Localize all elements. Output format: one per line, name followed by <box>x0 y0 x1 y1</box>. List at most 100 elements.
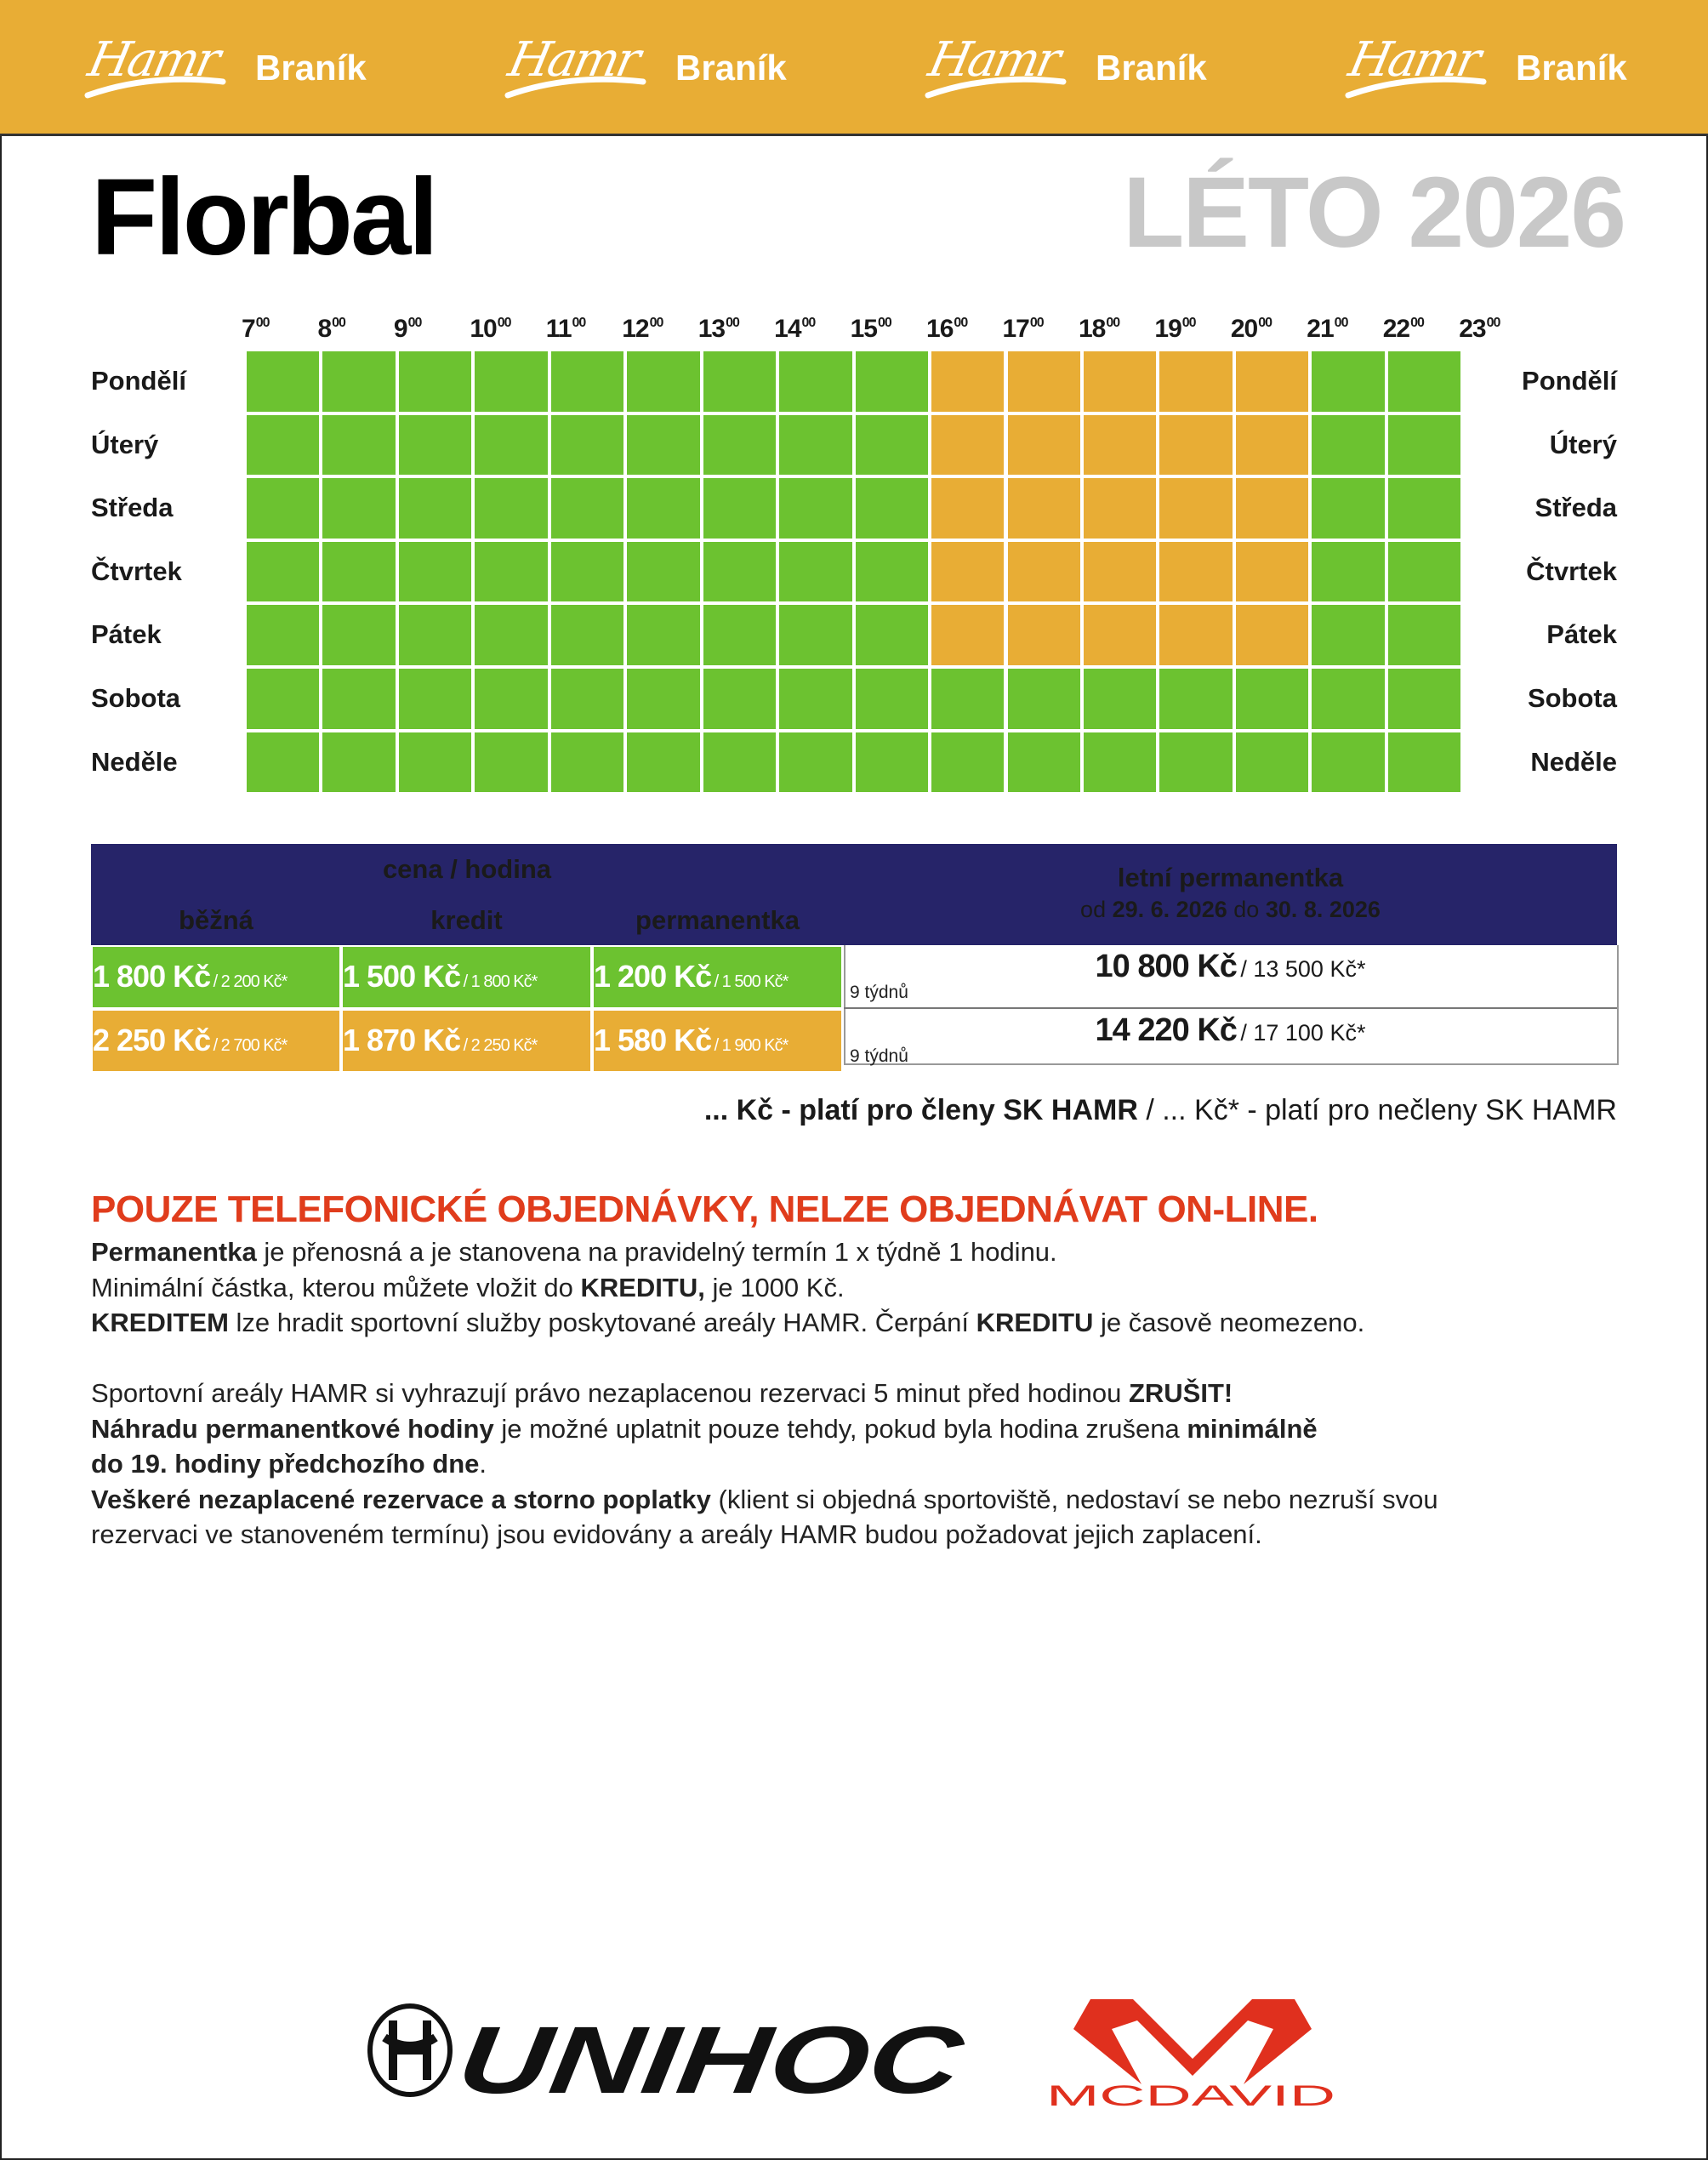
standard-slot <box>245 476 322 540</box>
standard-slot <box>1081 667 1159 731</box>
day-label: Neděle <box>91 746 178 777</box>
summer-pass-title: letní permanentka <box>1117 863 1344 892</box>
standard-slot <box>777 350 854 413</box>
standard-slot <box>473 413 549 477</box>
standard-slot <box>930 667 1006 731</box>
standard-slot <box>1386 603 1463 667</box>
standard-slot <box>1386 730 1463 795</box>
peak-slot <box>1158 413 1234 477</box>
hour-label: 1800 <box>1078 315 1120 343</box>
info-line: Permanentka je přenosná a je stanovena n… <box>91 1237 1057 1267</box>
peak-slot <box>1158 476 1234 540</box>
standard-slot <box>777 667 854 731</box>
peak-slot <box>1233 350 1311 413</box>
standard-slot <box>701 730 778 795</box>
price-cell: 1 800 Kč / 2 200 Kč* <box>91 945 341 1009</box>
standard-slot <box>625 476 702 540</box>
standard-slot <box>473 350 549 413</box>
standard-slot <box>396 350 474 413</box>
member-note: ... Kč - platí pro členy SK HAMR <box>703 1094 1138 1126</box>
peak-slot <box>1081 603 1159 667</box>
price-table: cena / hodina běžná kredit permanentka l… <box>91 844 1619 1073</box>
page-title: Florbal <box>91 157 439 278</box>
standard-slot <box>321 413 397 477</box>
standard-slot <box>625 350 702 413</box>
standard-slot <box>549 413 626 477</box>
standard-slot <box>321 350 397 413</box>
standard-slot <box>245 667 322 731</box>
standard-slot <box>321 476 397 540</box>
weeks-label: 9 týdnů <box>850 1046 908 1066</box>
price-cell: 1 580 Kč / 1 900 Kč* <box>592 1008 843 1073</box>
hour-label: 1400 <box>774 315 816 343</box>
note-separator: / <box>1137 1094 1163 1126</box>
from-label: od <box>1080 897 1107 922</box>
info-line: Veškeré nezaplacené rezervace a storno p… <box>91 1484 1438 1514</box>
hour-label: 800 <box>317 315 345 343</box>
to-label: do <box>1233 897 1260 922</box>
location-label: Braník <box>675 48 787 88</box>
hour-label: 1100 <box>545 315 587 343</box>
column-header-credit: kredit <box>430 905 503 935</box>
hamr-branik-logo: Hamr Braník <box>83 29 440 105</box>
standard-slot <box>1310 413 1386 477</box>
standard-slot <box>321 603 397 667</box>
info-line: rezervaci ve stanoveném termínu) jsou ev… <box>91 1519 1262 1549</box>
hamr-branik-logo: Hamr Braník <box>923 29 1280 105</box>
standard-slot <box>549 476 626 540</box>
day-label: Pátek <box>1546 619 1617 650</box>
peak-slot <box>1158 539 1234 604</box>
standard-slot <box>396 730 474 795</box>
summer-pass-price: 14 220 Kč / 17 100 Kč* <box>1095 1012 1366 1048</box>
standard-slot <box>701 603 778 667</box>
standard-slot <box>549 350 626 413</box>
standard-slot <box>853 476 931 540</box>
info-line: KREDITEM lze hradit sportovní služby pos… <box>91 1308 1365 1337</box>
location-label: Braník <box>1096 48 1207 88</box>
day-label: Sobota <box>91 683 181 713</box>
to-date: 30. 8. 2026 <box>1265 897 1381 922</box>
standard-slot <box>853 413 931 477</box>
price-cell: 1 500 Kč / 1 800 Kč* <box>341 945 592 1009</box>
location-label: Braník <box>255 48 367 88</box>
standard-slot <box>396 603 474 667</box>
from-date: 29. 6. 2026 <box>1112 897 1227 922</box>
location-label: Braník <box>1516 48 1627 88</box>
peak-slot <box>1158 603 1234 667</box>
season-label: LÉTO 2026 <box>1123 157 1626 269</box>
standard-slot <box>473 476 549 540</box>
weeks-label: 9 týdnů <box>850 983 908 1002</box>
column-header-pass: permanentka <box>635 905 800 935</box>
standard-slot <box>473 603 549 667</box>
standard-slot <box>549 539 626 604</box>
summer-pass-dates: od 29. 6. 2026 do 30. 8. 2026 <box>844 897 1617 923</box>
hour-label: 1200 <box>622 315 663 343</box>
day-label: Úterý <box>91 429 159 459</box>
standard-slot <box>777 539 854 604</box>
summer-pass-price: 10 800 Kč / 13 500 Kč* <box>1095 949 1366 984</box>
standard-slot <box>777 730 854 795</box>
summer-pass-box <box>844 945 1619 1065</box>
hour-label: 1500 <box>850 315 892 343</box>
standard-slot <box>321 730 397 795</box>
spacer <box>91 1341 1438 1376</box>
hour-label: 2200 <box>1382 315 1425 343</box>
peak-slot <box>1158 350 1234 413</box>
price-cell: 1 200 Kč / 1 500 Kč* <box>592 945 843 1009</box>
day-label: Sobota <box>1527 683 1617 713</box>
hour-label: 1600 <box>926 315 968 343</box>
standard-slot <box>396 539 474 604</box>
standard-slot <box>777 413 854 477</box>
standard-slot <box>625 603 702 667</box>
hamr-script-logo: Hamr <box>1343 29 1488 105</box>
info-line: Minimální částka, kterou můžete vložit d… <box>91 1272 845 1302</box>
hour-label: 2000 <box>1230 315 1272 343</box>
peak-slot <box>1005 413 1082 477</box>
standard-slot <box>625 730 702 795</box>
peak-slot <box>1005 476 1082 540</box>
standard-slot <box>549 667 626 731</box>
standard-slot <box>1158 730 1234 795</box>
standard-slot <box>625 413 702 477</box>
standard-slot <box>1233 667 1311 731</box>
standard-slot <box>853 539 931 604</box>
